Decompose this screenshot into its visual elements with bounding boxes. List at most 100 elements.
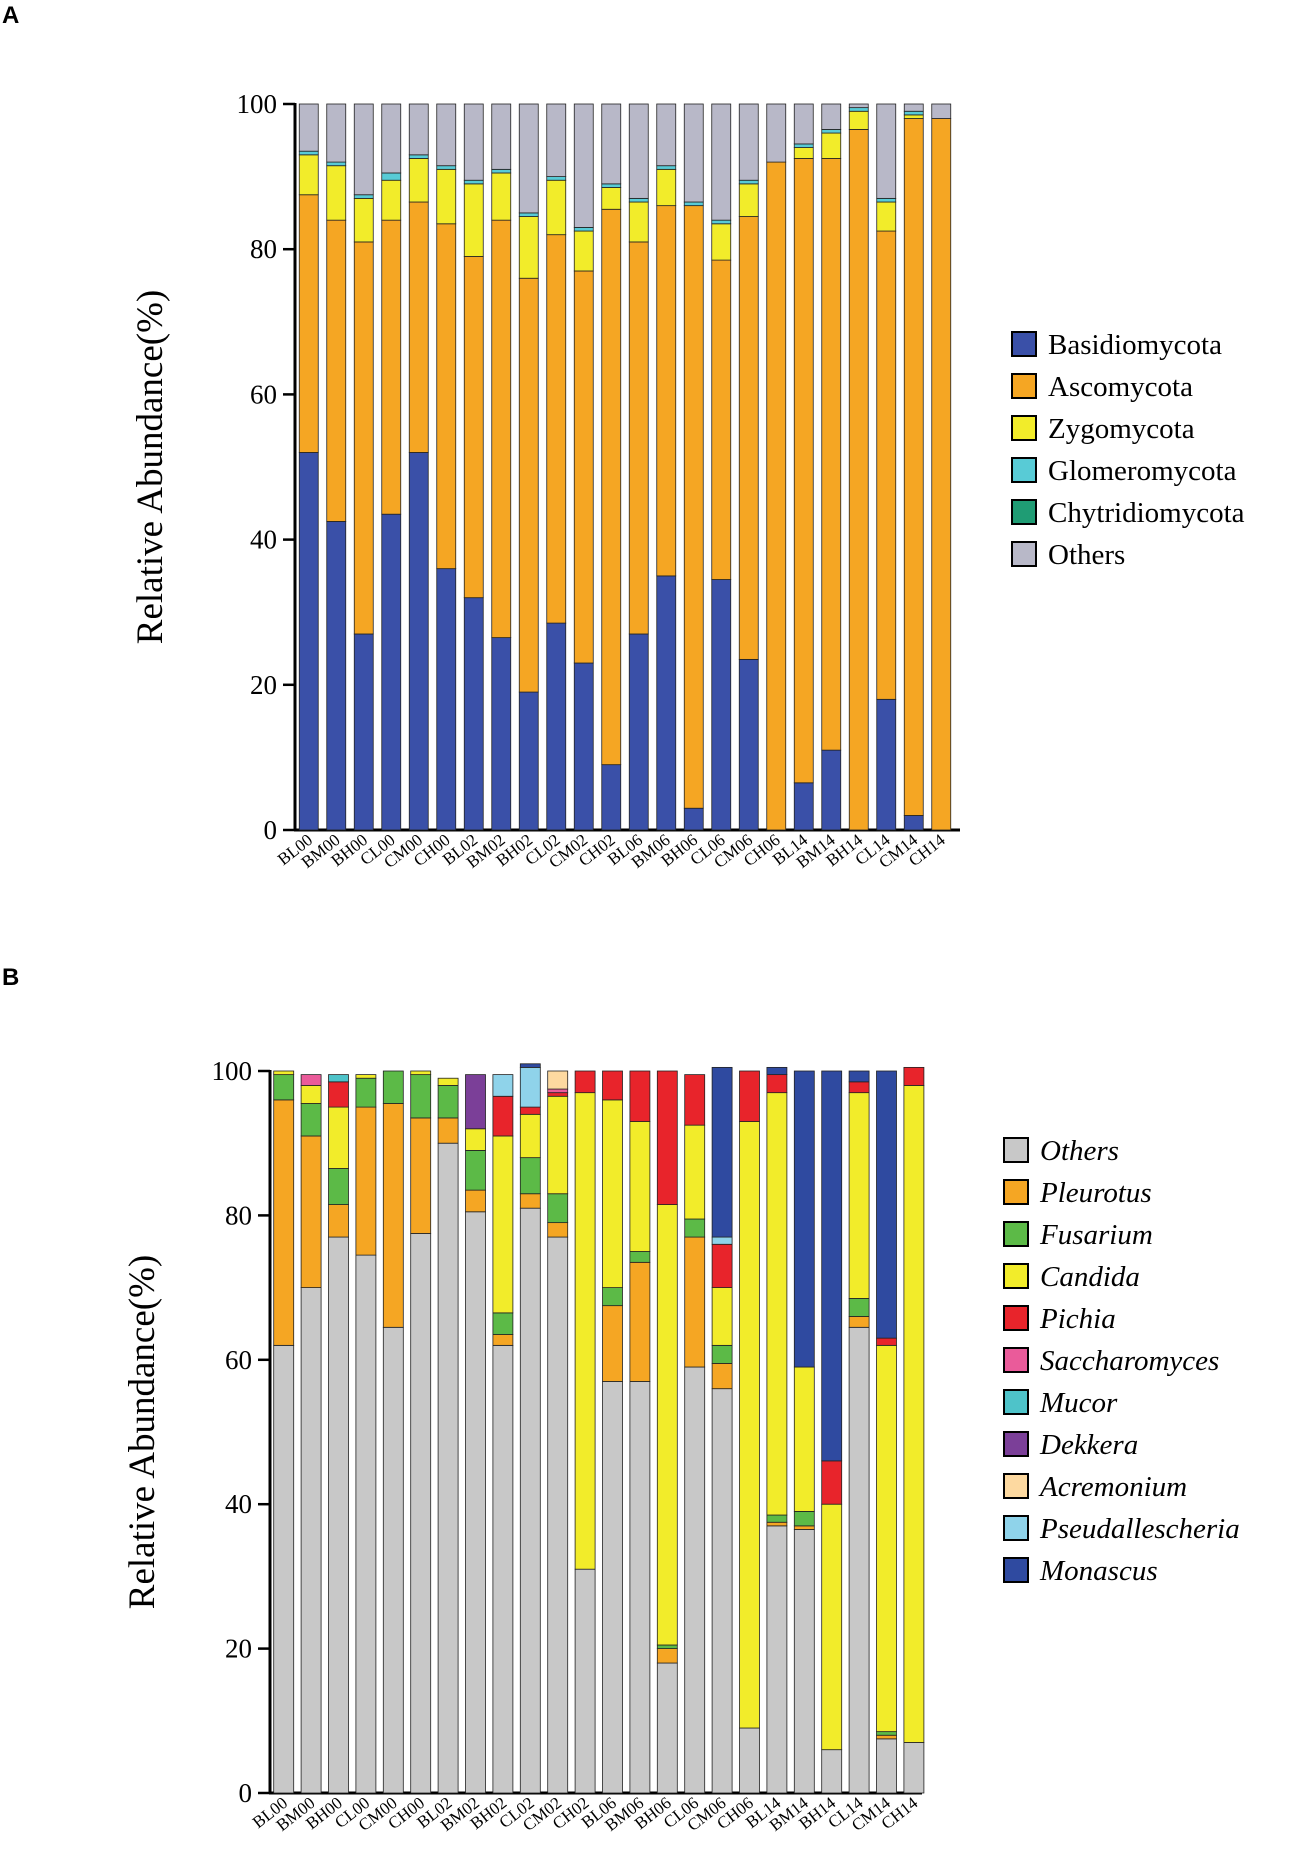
legend-label-dekkera: Dekkera (1039, 1429, 1138, 1461)
bar-segment-pichia (492, 1095, 514, 1137)
bar-segment-glomeromycota (546, 176, 567, 181)
bar-segment-pseudallescheria (519, 1066, 541, 1108)
bar-segment-ascomycota (876, 230, 897, 700)
bar-segment-basidiomycota (518, 691, 539, 831)
legend-label-pichia: Pichia (1039, 1303, 1116, 1335)
bar-segment-basidiomycota (463, 597, 484, 831)
bar-segment-zygomycota (711, 223, 732, 261)
y-tick-label: 20 (225, 1634, 252, 1664)
y-tick-label: 100 (212, 1056, 253, 1086)
bar-segment-monascus (848, 1070, 870, 1083)
bar-segment-candida (300, 1085, 322, 1104)
bar-segment-fusarium (492, 1312, 514, 1335)
bar-segment-fusarium (684, 1218, 706, 1238)
bar-segment-pleurotus (656, 1648, 678, 1664)
legend-swatch-basidiomycota (1011, 331, 1037, 357)
bar-segment-fusarium (876, 1731, 897, 1736)
bar-segment-others (273, 1344, 295, 1794)
bar-segment-pleurotus (602, 1305, 623, 1382)
bar-segment-pichia (629, 1070, 651, 1122)
bar-segment-ascomycota (518, 277, 539, 693)
bar-segment-pleurotus (519, 1193, 541, 1209)
legend-label-pleurotus: Pleurotus (1039, 1177, 1152, 1209)
bar-segment-others (766, 103, 787, 163)
bar-segment-acremonium (547, 1070, 569, 1090)
bar-segment-candida (848, 1092, 870, 1299)
bar-segment-pleurotus (328, 1204, 349, 1238)
y-tick-label: 100 (237, 89, 278, 119)
bar-segment-pichia (903, 1066, 925, 1086)
bar-segment-candida (766, 1092, 788, 1516)
bar-segment-others (656, 1662, 678, 1794)
bar-segment-fusarium (793, 1511, 815, 1527)
bar-segment-monascus (711, 1066, 733, 1238)
legend-swatch-ascomycota (1011, 373, 1037, 399)
legend-label-monascus: Monascus (1039, 1555, 1158, 1587)
bar-segment-basidiomycota (903, 815, 924, 831)
bar-segment-others (492, 1344, 514, 1794)
bar-segment-basidiomycota (711, 579, 732, 831)
bar-segment-fusarium (273, 1074, 295, 1101)
bar-segment-others (436, 103, 457, 167)
bar-segment-basidiomycota (326, 521, 347, 831)
bar-segment-ascomycota (738, 216, 759, 660)
bar-segment-basidiomycota (436, 568, 457, 831)
bar-segment-pleurotus (355, 1106, 377, 1256)
bar-segment-others (328, 1236, 349, 1794)
bar-segment-zygomycota (903, 114, 924, 119)
bar-segment-zygomycota (738, 183, 759, 217)
bar-segment-candida (437, 1077, 459, 1086)
bar-segment-candida (547, 1095, 569, 1195)
bar-segment-others (547, 1236, 569, 1794)
legend-label-mucor: Mucor (1039, 1387, 1118, 1419)
bar-segment-others (738, 103, 759, 181)
bar-segment-glomeromycota (518, 212, 539, 217)
bar-segment-ascomycota (408, 201, 429, 453)
bar-segment-candida (574, 1092, 596, 1570)
bar-segment-pichia (766, 1074, 788, 1094)
y-axis-label: Relative Abundance(%) (122, 1255, 163, 1609)
bar-segment-candida (328, 1106, 349, 1169)
bar-segment-ascomycota (931, 118, 952, 831)
bar-segment-candida (355, 1074, 377, 1079)
bar-segment-pichia (684, 1074, 706, 1126)
bar-segment-basidiomycota (821, 749, 842, 831)
y-tick-label: 60 (250, 379, 277, 409)
bar-segment-candida (684, 1124, 706, 1220)
bar-segment-others (821, 1749, 843, 1794)
legend-label-fusarium: Fusarium (1039, 1219, 1153, 1251)
bar-segment-candida (793, 1366, 815, 1512)
legend-label-acremonium: Acremonium (1038, 1471, 1187, 1503)
bar-segment-others (903, 1742, 925, 1794)
bar-segment-zygomycota (601, 187, 622, 210)
bar-segment-mucor (328, 1074, 349, 1083)
bar-segment-others (711, 103, 732, 221)
bar-segment-pleurotus (629, 1261, 651, 1382)
y-tick-label: 20 (250, 670, 277, 700)
y-tick-label: 0 (239, 1778, 253, 1808)
bar-segment-glomeromycota (793, 143, 814, 148)
bar-segment-glomeromycota (711, 219, 732, 225)
legend-label-glomeromycota: Glomeromycota (1048, 455, 1237, 487)
bar-segment-fusarium (382, 1070, 404, 1104)
bar-segment-others (518, 103, 539, 214)
bar-segment-pichia (876, 1337, 897, 1346)
bar-segment-glomeromycota (601, 183, 622, 188)
bar-segment-saccharomyces (300, 1074, 322, 1086)
bar-segment-zygomycota (298, 154, 319, 196)
legend-swatch-zygomycota (1011, 415, 1037, 441)
bar-segment-saccharomyces (547, 1088, 569, 1094)
bar-segment-fusarium (328, 1168, 349, 1205)
bar-segment-others (629, 1381, 651, 1794)
bar-segment-pleurotus (876, 1734, 897, 1740)
bar-segment-others (602, 1381, 623, 1794)
bar-segment-others (848, 1326, 870, 1794)
legend-swatch-others (1011, 541, 1037, 567)
bar-segment-pichia (821, 1460, 843, 1505)
bar-segment-candida (656, 1204, 678, 1646)
y-tick-label: 40 (225, 1489, 252, 1519)
legend-label-ascomycota: Ascomycota (1048, 371, 1193, 403)
bar-segment-glomeromycota (381, 172, 402, 181)
bar-segment-pseudallescheria (711, 1236, 733, 1245)
